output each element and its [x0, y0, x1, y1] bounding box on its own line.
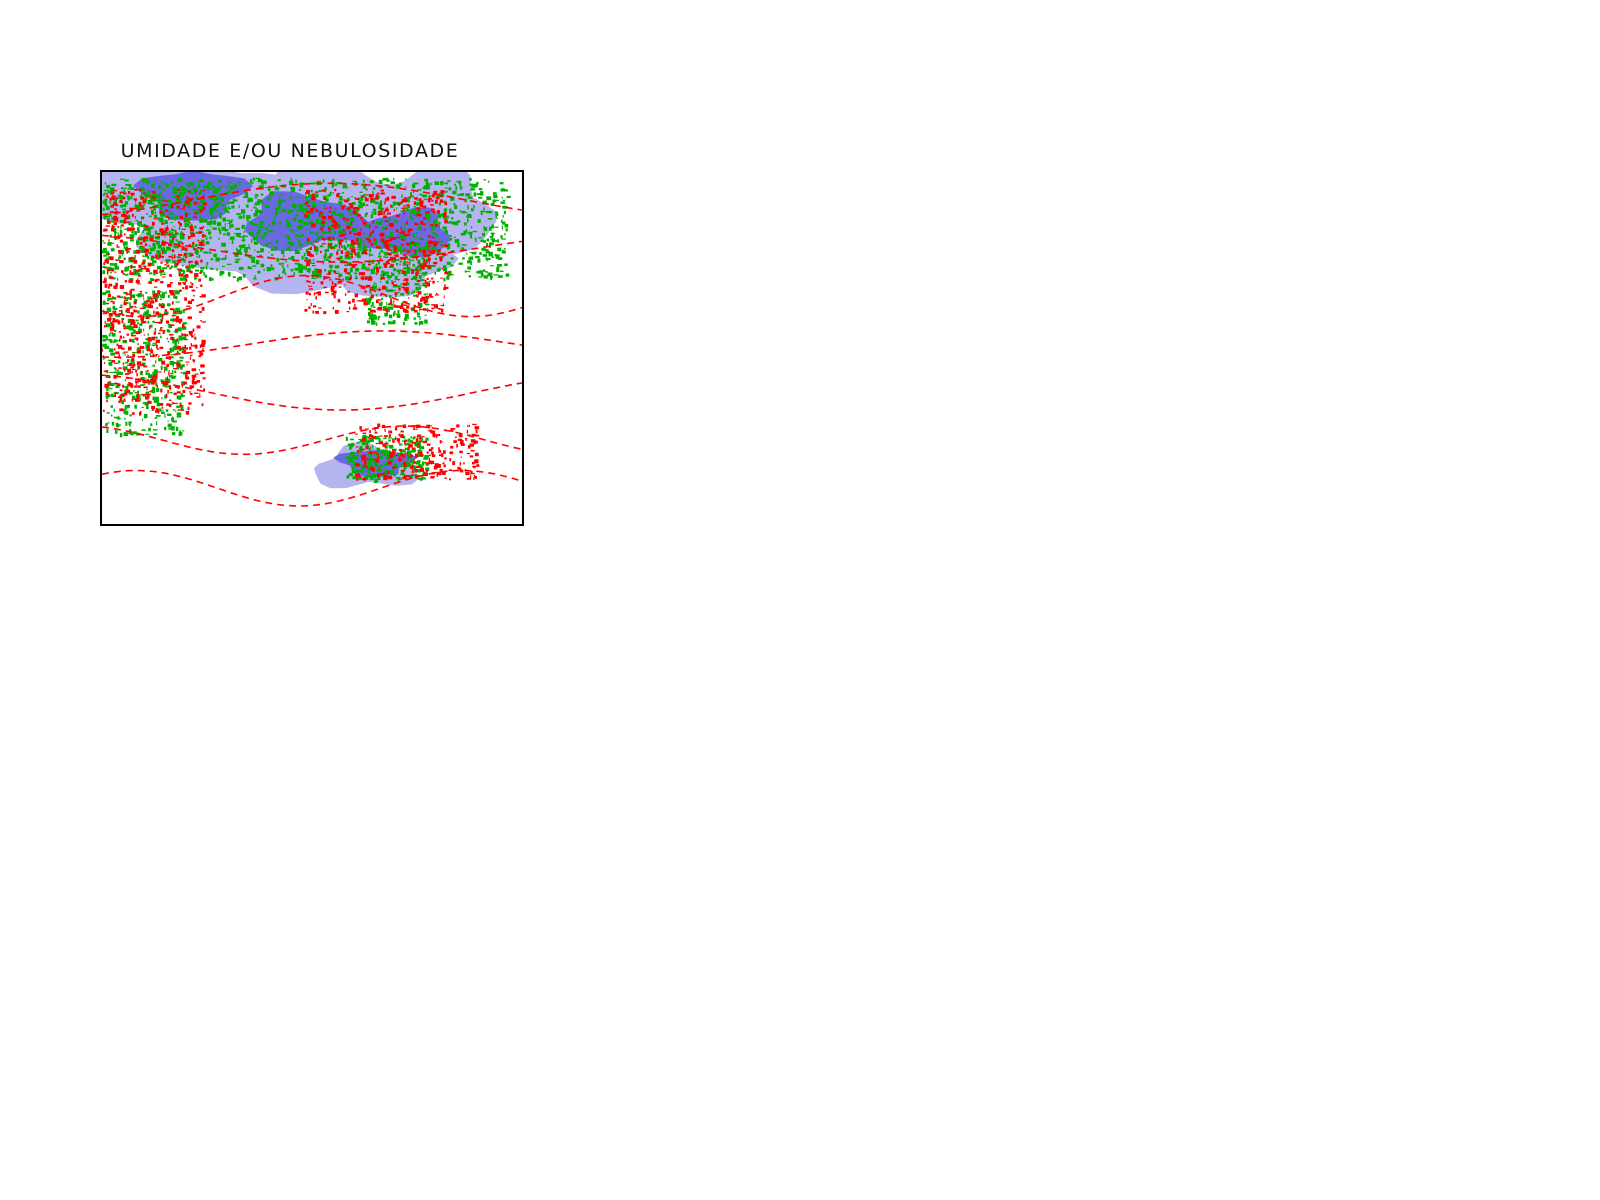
panel-pancadas-calor	[545, 140, 1005, 610]
panel-tempestade	[545, 678, 1005, 1148]
panel-pancadas-trovoadas	[60, 678, 520, 1148]
panel-chuva	[1030, 140, 1490, 610]
panel-title-umidade: UMIDADE E/OU NEBULOSIDADE	[120, 140, 460, 162]
map-plot-umidade	[100, 170, 524, 526]
panel-umidade: UMIDADE E/OU NEBULOSIDADE	[60, 140, 524, 610]
panel-granizo	[1030, 678, 1490, 1148]
